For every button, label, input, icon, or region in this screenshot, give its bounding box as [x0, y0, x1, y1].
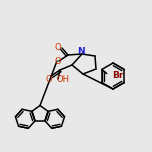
Text: OH: OH [57, 76, 69, 85]
Text: Br: Br [112, 71, 123, 80]
Text: N: N [77, 47, 85, 57]
Text: O: O [55, 57, 61, 66]
Text: O: O [55, 43, 61, 52]
Text: O: O [46, 74, 52, 83]
